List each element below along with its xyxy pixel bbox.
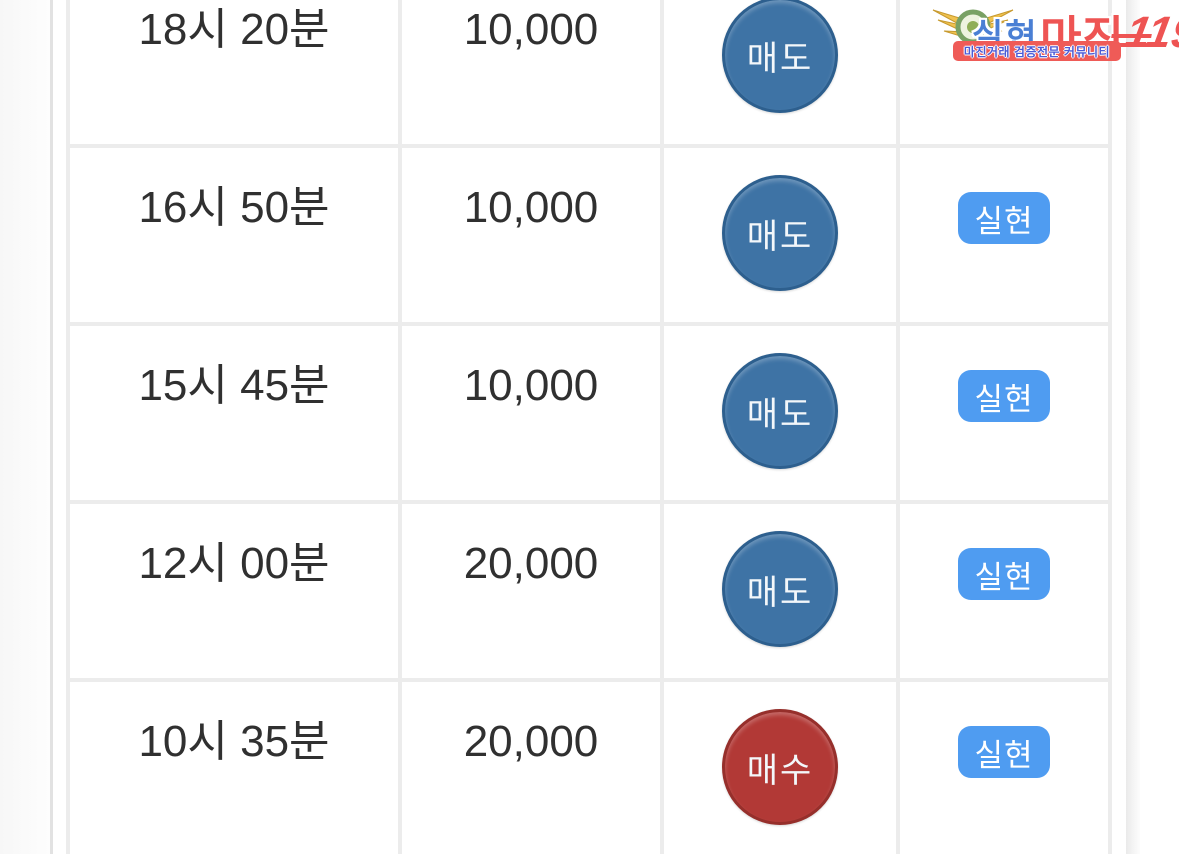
trade-side-cell: 매도	[664, 326, 896, 500]
trade-amount: 10,000	[402, 0, 660, 144]
trade-status-cell	[900, 0, 1108, 144]
trade-side-cell: 매도	[664, 0, 896, 144]
realized-button[interactable]: 실현	[958, 548, 1050, 600]
wings-emblem-icon	[932, 9, 1014, 45]
side-badge: 매수	[722, 709, 838, 825]
side-badge: 매도	[722, 175, 838, 291]
side-badge: 매도	[722, 0, 838, 113]
side-badge: 매도	[722, 531, 838, 647]
left-edge-gradient	[0, 0, 50, 854]
trade-time: 18시 20분	[70, 0, 398, 144]
trade-status-cell: 실현	[900, 148, 1108, 322]
trade-side-cell: 매도	[664, 148, 896, 322]
realized-button[interactable]: 실현	[958, 192, 1050, 244]
left-edge-divider	[50, 0, 53, 854]
trade-time: 15시 45분	[70, 326, 398, 500]
trade-amount: 20,000	[402, 504, 660, 678]
trade-time: 10시 35분	[70, 682, 398, 854]
trade-history-table: 18시 20분 10,000 매도 16시 50분 10,000 매도 실현 1…	[66, 0, 1112, 854]
trade-status-cell: 실현	[900, 504, 1108, 678]
realized-button[interactable]: 실현	[958, 726, 1050, 778]
brand-banner-text: 마진거래 검증전문 커뮤니티	[963, 44, 1111, 59]
brand-text-119: 119	[1122, 8, 1179, 58]
brand-banner: 마진거래 검증전문 커뮤니티	[953, 41, 1121, 61]
side-badge: 매도	[722, 353, 838, 469]
trade-side-cell: 매도	[664, 504, 896, 678]
trade-status-cell: 실현	[900, 326, 1108, 500]
realized-button[interactable]: 실현	[958, 370, 1050, 422]
right-edge-shadow	[1126, 0, 1140, 854]
trade-amount: 10,000	[402, 148, 660, 322]
brand-logo: 실현 마진 119 마진거래 검증전문 커뮤니티	[926, 0, 1179, 64]
trade-time: 12시 00분	[70, 504, 398, 678]
trade-status-cell: 실현	[900, 682, 1108, 854]
trade-side-cell: 매수	[664, 682, 896, 854]
trade-time: 16시 50분	[70, 148, 398, 322]
trade-amount: 20,000	[402, 682, 660, 854]
trade-amount: 10,000	[402, 326, 660, 500]
